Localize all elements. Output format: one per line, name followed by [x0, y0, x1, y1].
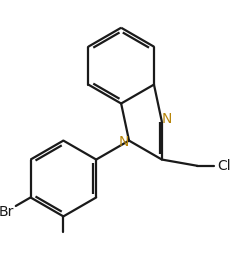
Text: Br: Br	[0, 205, 14, 219]
Text: N: N	[161, 112, 171, 126]
Text: N: N	[119, 135, 129, 150]
Text: Cl: Cl	[216, 159, 230, 173]
